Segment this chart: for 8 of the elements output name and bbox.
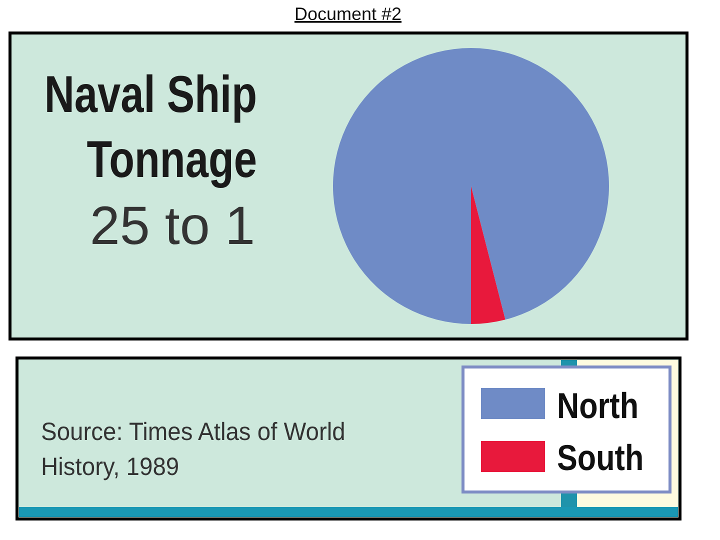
text: Naval Ship Tonnage [44,64,257,188]
source-note: Source: Times Atlas of World History, 1989 [41,418,346,482]
pie-slice [471,186,506,324]
legend-label: North [557,386,639,427]
text: Document #2 [294,4,402,24]
pie-slice [333,48,609,324]
text: 25 to 1 [90,196,255,256]
legend-label: South [557,438,644,479]
